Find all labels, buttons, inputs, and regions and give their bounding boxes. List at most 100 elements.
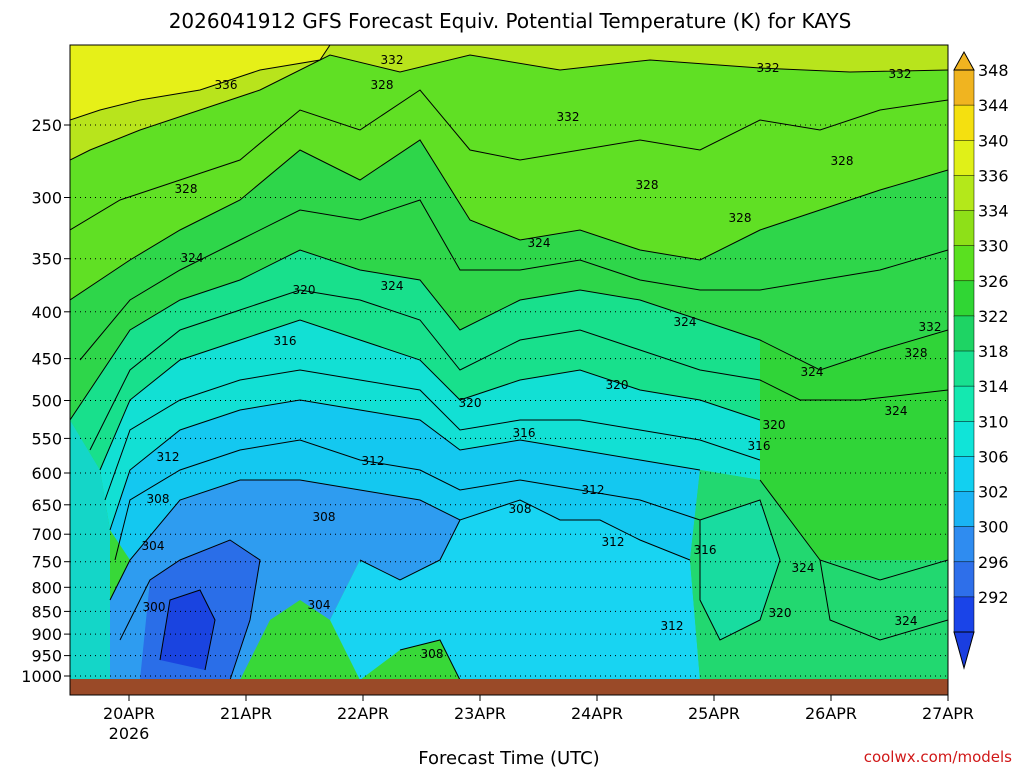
plot-area: [70, 45, 948, 695]
contour-labels: 336 332 328 332 332 332 328 328 328 328 …: [142, 53, 942, 661]
contour-label: 316: [274, 334, 297, 348]
contour-label: 332: [919, 320, 942, 334]
contour-label: 332: [757, 61, 780, 75]
x-tick-marks: [128, 695, 949, 701]
contour-label: 328: [175, 182, 198, 196]
band-mid-green: [70, 140, 948, 420]
colorbar-label: 344: [978, 96, 1009, 115]
y-tick-label: 500: [31, 392, 62, 411]
plot-frame: [69, 44, 949, 696]
colorbar-label: 334: [978, 202, 1009, 221]
contour-line: [359, 519, 461, 581]
contour-label: 324: [895, 614, 918, 628]
contour-line: [699, 499, 781, 641]
contour-label: 324: [885, 404, 908, 418]
colorbar-swatch: [953, 104, 975, 141]
y-tick-label: 600: [31, 464, 62, 483]
x-axis: 20APR 21APR 22APR 23APR 24APR 25APR 26AP…: [103, 695, 974, 743]
colorbar-label: 336: [978, 166, 1009, 185]
x-tick-label: 24APR: [571, 704, 623, 723]
y-tick-label: 550: [31, 429, 62, 448]
colorbar: 292 296 300 302 306 310 314 318 322 326 …: [953, 50, 1009, 670]
contour-label: 320: [763, 418, 786, 432]
y-tick-label: 300: [31, 189, 62, 208]
contour-line: [79, 199, 948, 361]
y-tick-label: 950: [31, 647, 62, 666]
colorbar-swatch: [953, 245, 975, 282]
contour-label: 316: [748, 439, 771, 453]
contour-line: [99, 319, 761, 471]
colorbar-label: 306: [978, 447, 1009, 466]
colorbar-label: 340: [978, 131, 1009, 150]
contour-label: 308: [313, 510, 336, 524]
contour-label: 324: [674, 315, 697, 329]
y-tick-label: 400: [31, 303, 62, 322]
y-tick-label: 1000: [21, 667, 62, 686]
x-tick-label: 23APR: [454, 704, 506, 723]
contour-label: 316: [694, 543, 717, 557]
y-tick-label: 800: [31, 578, 62, 597]
band-left-edge: [70, 420, 110, 680]
y-tick-label: 850: [31, 602, 62, 621]
contour-label: 304: [308, 598, 331, 612]
colorbar-label: 300: [978, 518, 1009, 537]
contour-line: [70, 249, 948, 421]
contour-label: 300: [143, 600, 166, 614]
colorbar-top-arrow: [953, 50, 975, 71]
contour-label: 312: [602, 535, 625, 549]
colorbar-swatch: [953, 491, 975, 528]
contour-label: 316: [513, 426, 536, 440]
contour-line: [109, 399, 701, 531]
y-tick-label: 650: [31, 496, 62, 515]
band-upper-green: [70, 55, 948, 300]
contour-label: 320: [606, 378, 629, 392]
contour-label: 328: [905, 346, 928, 360]
contour-label: 328: [831, 154, 854, 168]
x-year-label: 2026: [109, 724, 150, 743]
contour-label: 324: [528, 236, 551, 250]
contour-label: 308: [509, 502, 532, 516]
colorbar-label: 322: [978, 307, 1009, 326]
colorbar-label: 326: [978, 272, 1009, 291]
contour-line: [399, 639, 461, 681]
contour-label: 332: [557, 110, 580, 124]
y-axis: 250 300 350 400 450 500 550 600 650 700 …: [21, 116, 62, 686]
band-darkest-blue: [160, 590, 215, 670]
contour-label: 308: [147, 492, 170, 506]
contour-label: 336: [215, 78, 238, 92]
contour-label: 312: [661, 619, 684, 633]
x-axis-label: Forecast Time (UTC): [418, 748, 599, 768]
band-cyan: [100, 320, 760, 530]
colorbar-label: 348: [978, 61, 1009, 80]
colorbar-swatch: [953, 421, 975, 458]
x-tick-label: 20APR: [103, 704, 155, 723]
colorbar-swatch: [953, 350, 975, 387]
chart-title: 2026041912 GFS Forecast Equiv. Potential…: [169, 9, 852, 33]
credit-text: coolwx.com/models: [864, 748, 1012, 766]
terrain-strip: [70, 679, 948, 695]
x-tick-label: 25APR: [688, 704, 740, 723]
contour-label: 320: [769, 606, 792, 620]
colorbar-label: 292: [978, 588, 1009, 607]
contour-label: 312: [157, 450, 180, 464]
contour-label: 324: [801, 365, 824, 379]
colorbar-swatch: [953, 315, 975, 352]
colorbar-swatch: [953, 280, 975, 317]
band-cyan-lower: [330, 500, 700, 680]
contour-line: [819, 559, 948, 641]
colorbar-swatch: [953, 140, 975, 177]
contour-line: [89, 289, 948, 451]
band-right-teal: [700, 500, 780, 640]
band-light-blue: [110, 400, 700, 560]
colorbar-label: 310: [978, 412, 1009, 431]
contour-line: [159, 589, 216, 671]
contour-label: 304: [142, 539, 165, 553]
colorbar-swatch: [953, 561, 975, 598]
contour-label: 332: [381, 53, 404, 67]
contour-label: 328: [371, 78, 394, 92]
y-tick-label: 350: [31, 250, 62, 269]
x-tick-label: 22APR: [337, 704, 389, 723]
colorbar-swatch: [953, 456, 975, 493]
y-tick-label: 250: [31, 116, 62, 135]
